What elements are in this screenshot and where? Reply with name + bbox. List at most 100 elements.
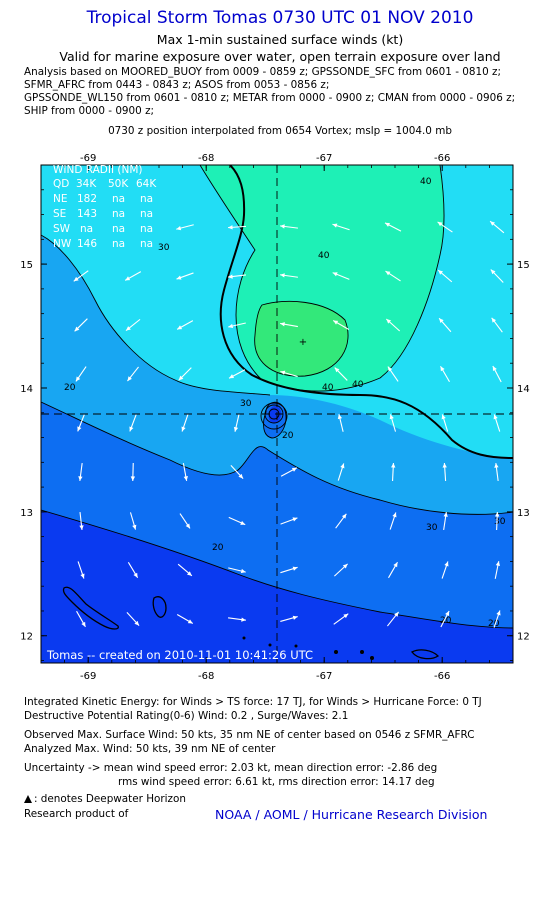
wind-vector bbox=[280, 467, 298, 477]
radii-cell: 182 bbox=[77, 193, 97, 205]
wind-vector bbox=[75, 366, 87, 382]
wind-vector bbox=[228, 516, 246, 526]
wind-radii-title: WIND RADII (NM) bbox=[53, 164, 143, 176]
wind-vector-head bbox=[178, 375, 184, 381]
contour-label: 20 bbox=[440, 616, 452, 626]
x-tick-label: -67 bbox=[316, 153, 332, 164]
wind-vector bbox=[230, 465, 244, 479]
wind-vector bbox=[391, 462, 396, 482]
wind-vector bbox=[337, 414, 344, 432]
wind-vector-head bbox=[228, 323, 234, 329]
wind-vector-head bbox=[78, 476, 83, 481]
wind-vector bbox=[125, 318, 141, 332]
contour-lines bbox=[41, 165, 513, 629]
x-tick-label: -68 bbox=[198, 153, 214, 164]
y-tick-label: 14 bbox=[20, 384, 33, 395]
validity-note: Valid for marine exposure over water, op… bbox=[59, 49, 501, 64]
wind-vector-head bbox=[494, 463, 499, 468]
wind-vector-head bbox=[185, 523, 191, 529]
wind-vector bbox=[332, 320, 350, 330]
wind-vector-head bbox=[241, 617, 246, 622]
page-title: Tropical Storm Tomas 0730 UTC 01 NOV 201… bbox=[86, 8, 474, 28]
contour-label: 20 bbox=[282, 431, 294, 441]
wind-vector-head bbox=[240, 520, 246, 525]
wind-vector-head bbox=[127, 376, 132, 382]
radii-header-cell: 50K bbox=[108, 178, 129, 190]
wind-vector-head bbox=[129, 426, 134, 432]
radii-cell: NE bbox=[53, 193, 68, 205]
position-note: 0730 z position interpolated from 0654 V… bbox=[108, 125, 452, 137]
wind-radii-table: WIND RADII (NM) QD 34K 50K 64K NE 182 na… bbox=[53, 164, 157, 250]
wind-vector bbox=[177, 563, 193, 577]
wind-vector-head bbox=[280, 370, 286, 375]
wind-vector-head bbox=[280, 273, 285, 278]
wind-vector-head bbox=[240, 568, 246, 574]
wind-vector-head bbox=[394, 611, 399, 617]
wind-vector bbox=[494, 463, 499, 481]
wind-vector bbox=[389, 512, 397, 530]
x-tick-label: -69 bbox=[80, 153, 96, 164]
wind-vector bbox=[495, 511, 500, 531]
contour-label: 40 bbox=[420, 177, 432, 187]
wind-vector bbox=[332, 272, 350, 280]
wind-vector bbox=[492, 365, 502, 383]
wind-vector bbox=[489, 220, 505, 234]
wind-vector-head bbox=[125, 276, 131, 281]
wind-vector bbox=[440, 610, 450, 628]
wind-vector bbox=[127, 562, 139, 578]
contour-label: 30 bbox=[158, 243, 170, 253]
axis-layer: -69 -69 -68 -68 -67 -67 -66 -66 12 12 13 13 14 14 15 15 bbox=[20, 153, 529, 682]
wind-vector-head bbox=[176, 275, 182, 280]
deepwater-legend: : denotes Deepwater Horizon bbox=[24, 793, 186, 805]
wind-vector-head bbox=[74, 326, 80, 332]
wind-vector bbox=[227, 225, 247, 230]
wind-vector bbox=[491, 317, 503, 333]
wind-vector bbox=[438, 317, 452, 333]
wind-vector bbox=[179, 513, 191, 529]
x-tick-label: -69 bbox=[80, 671, 96, 682]
wind-vector bbox=[280, 615, 298, 622]
wind-vector-head bbox=[492, 366, 497, 372]
analyzed-wind-line: Analyzed Max. Wind: 50 kts, 39 nm NE of … bbox=[24, 743, 276, 755]
wind-vector-head bbox=[75, 376, 81, 382]
contour-label: 20 bbox=[488, 619, 500, 629]
wind-vector bbox=[126, 611, 140, 627]
wind-vector-head bbox=[342, 563, 348, 569]
y-tick-label: 13 bbox=[20, 508, 33, 519]
wind-vector-head bbox=[387, 366, 393, 372]
radii-cell: na bbox=[140, 193, 153, 205]
wind-vector-head bbox=[228, 274, 233, 279]
analysis-line: Analysis based on MOORED_BUOY from 0009 … bbox=[24, 66, 501, 78]
wind-analysis-map: 20 20 20 20 20 30 30 30 30 40 40 40 40 +… bbox=[20, 153, 529, 682]
max-wind-marker: + bbox=[299, 337, 307, 348]
wind-vector bbox=[493, 414, 501, 432]
wind-vector bbox=[176, 272, 194, 280]
wind-vector-head bbox=[332, 272, 338, 277]
wind-vector bbox=[227, 274, 247, 279]
wind-vector-head bbox=[392, 512, 397, 518]
wind-vector bbox=[176, 320, 194, 330]
contour-label: 20 bbox=[64, 383, 76, 393]
x-tick-label: -66 bbox=[434, 153, 450, 164]
y-tick-label: 12 bbox=[20, 632, 33, 643]
wind-vector-head bbox=[132, 524, 137, 530]
wind-vector bbox=[384, 222, 402, 232]
wind-vector-head bbox=[125, 326, 131, 331]
research-org-link[interactable]: NOAA / AOML / Hurricane Research Divisio… bbox=[215, 807, 488, 822]
wind-vector bbox=[490, 269, 504, 283]
wind-vector bbox=[442, 462, 447, 482]
wind-vector-head bbox=[442, 463, 447, 468]
research-label: Research product of bbox=[24, 808, 129, 820]
analysis-line: SHIP from 0000 - 0900 z; bbox=[24, 105, 155, 117]
contour-label: 40 bbox=[322, 383, 334, 393]
radii-cell: 143 bbox=[77, 208, 97, 220]
wind-vector bbox=[385, 318, 401, 332]
wind-vector bbox=[441, 414, 449, 432]
analysis-line: SFMR_AFRC from 0443 - 0843 z; ASOS from … bbox=[24, 79, 330, 91]
wind-vector bbox=[493, 610, 501, 628]
x-tick-label: -68 bbox=[198, 671, 214, 682]
radii-cell: SE bbox=[53, 208, 66, 220]
wind-vector-head bbox=[73, 276, 79, 282]
small-islands bbox=[242, 636, 374, 660]
wind-vector bbox=[440, 365, 450, 383]
